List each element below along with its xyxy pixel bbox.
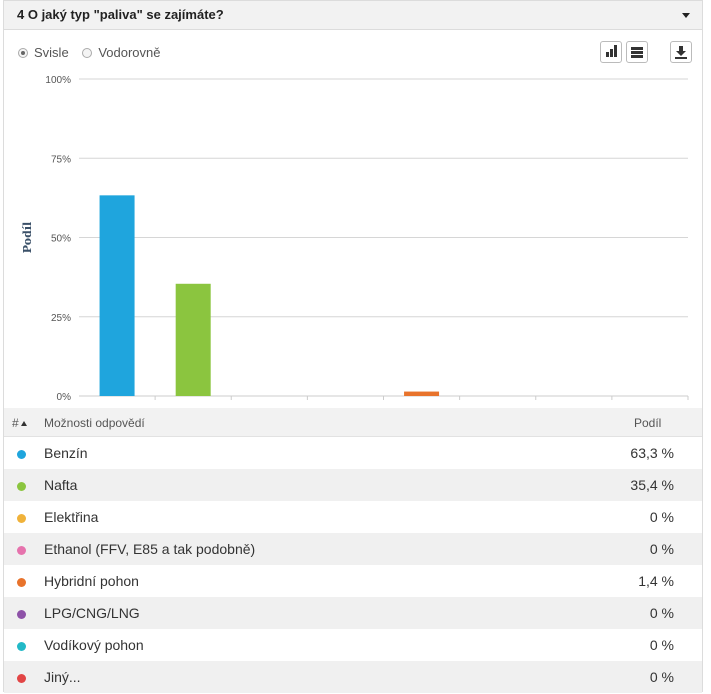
table-row: LPG/CNG/LNG 0 %	[4, 597, 702, 629]
question-header[interactable]: 4 O jaký typ "paliva" se zajímáte?	[4, 1, 702, 30]
answers-table: # Možnosti odpovědí Podíl Benzín 63,3 % Na…	[4, 408, 702, 693]
chart-toolbar	[596, 41, 692, 63]
answer-share: 1,4 %	[638, 573, 674, 589]
series-color-dot	[17, 546, 26, 555]
radio-icon[interactable]	[18, 47, 28, 58]
series-color-dot	[17, 642, 26, 651]
bar	[175, 283, 211, 396]
series-color-dot	[17, 482, 26, 491]
bar-chart: 0% 25% 50% 75% 100% Podíl	[21, 75, 689, 403]
bar-chart-view-button[interactable]	[600, 41, 622, 63]
series-color-dot	[17, 674, 26, 683]
y-tick-label: 25%	[51, 313, 71, 324]
answer-share: 0 %	[649, 605, 674, 621]
answer-label: Nafta	[44, 477, 78, 493]
y-axis-label: Podíl	[21, 222, 34, 253]
radio-icon[interactable]	[82, 47, 93, 58]
table-icon	[631, 51, 643, 54]
bar	[99, 195, 135, 396]
table-icon	[631, 47, 643, 50]
series-color-dot	[17, 450, 26, 459]
bar-chart-icon	[610, 49, 613, 57]
answer-label: Ethanol (FFV, E85 a tak podobně)	[44, 541, 256, 557]
answer-share: 0 %	[649, 509, 674, 525]
question-panel: 4 O jaký typ "paliva" se zajímáte? Svisl…	[3, 0, 703, 693]
answer-share: 0 %	[649, 669, 674, 685]
options-header: Možnosti odpovědí	[44, 416, 145, 430]
question-title: 4 O jaký typ "paliva" se zajímáte?	[17, 7, 224, 22]
answer-label: Hybridní pohon	[44, 573, 139, 589]
answer-label: Elektřina	[44, 509, 99, 525]
option-vertical[interactable]: Svisle	[18, 45, 69, 60]
download-icon	[675, 57, 687, 59]
download-icon	[679, 46, 683, 52]
option-horizontal-label: Vodorovně	[98, 45, 161, 60]
table-icon	[631, 55, 643, 58]
collapse-caret-icon[interactable]	[682, 13, 690, 18]
table-header: # Možnosti odpovědí Podíl	[4, 408, 702, 437]
option-vertical-label: Svisle	[34, 45, 69, 60]
table-row: Jiný... 0 %	[4, 661, 702, 693]
answer-label: Vodíkový pohon	[44, 637, 144, 653]
bar	[404, 391, 440, 396]
bar-chart-icon	[614, 45, 617, 57]
answer-label: Jiný...	[44, 669, 81, 685]
y-tick-label: 100%	[45, 75, 71, 86]
y-tick-label: 75%	[51, 154, 71, 165]
table-row: Benzín 63,3 %	[4, 437, 702, 469]
table-row: Elektřina 0 %	[4, 501, 702, 533]
y-tick-label: 0%	[57, 392, 72, 403]
answer-label: Benzín	[44, 445, 88, 461]
series-color-dot	[17, 514, 26, 523]
sort-number-header[interactable]: #	[12, 416, 27, 430]
table-body: Benzín 63,3 % Nafta 35,4 % Elektřina 0 % Ethan…	[4, 437, 702, 693]
answer-label: LPG/CNG/LNG	[44, 605, 140, 621]
table-row: Ethanol (FFV, E85 a tak podobně) 0 %	[4, 533, 702, 565]
option-horizontal[interactable]: Vodorovně	[82, 45, 160, 60]
y-tick-label: 50%	[51, 234, 71, 245]
answer-share: 63,3 %	[630, 445, 674, 461]
answer-share: 0 %	[649, 541, 674, 557]
table-view-button[interactable]	[626, 41, 648, 63]
sort-asc-icon	[20, 421, 27, 426]
table-row: Vodíkový pohon 0 %	[4, 629, 702, 661]
table-row: Nafta 35,4 %	[4, 469, 702, 501]
series-color-dot	[17, 578, 26, 587]
answer-share: 35,4 %	[630, 477, 674, 493]
download-button[interactable]	[670, 41, 692, 63]
bar-chart-icon	[606, 52, 609, 57]
orientation-options: Svisle Vodorovně	[18, 45, 170, 61]
table-row: Hybridní pohon 1,4 %	[4, 565, 702, 597]
download-icon	[676, 51, 686, 56]
share-header: Podíl	[634, 416, 662, 430]
series-color-dot	[17, 610, 26, 619]
answer-share: 0 %	[649, 637, 674, 653]
